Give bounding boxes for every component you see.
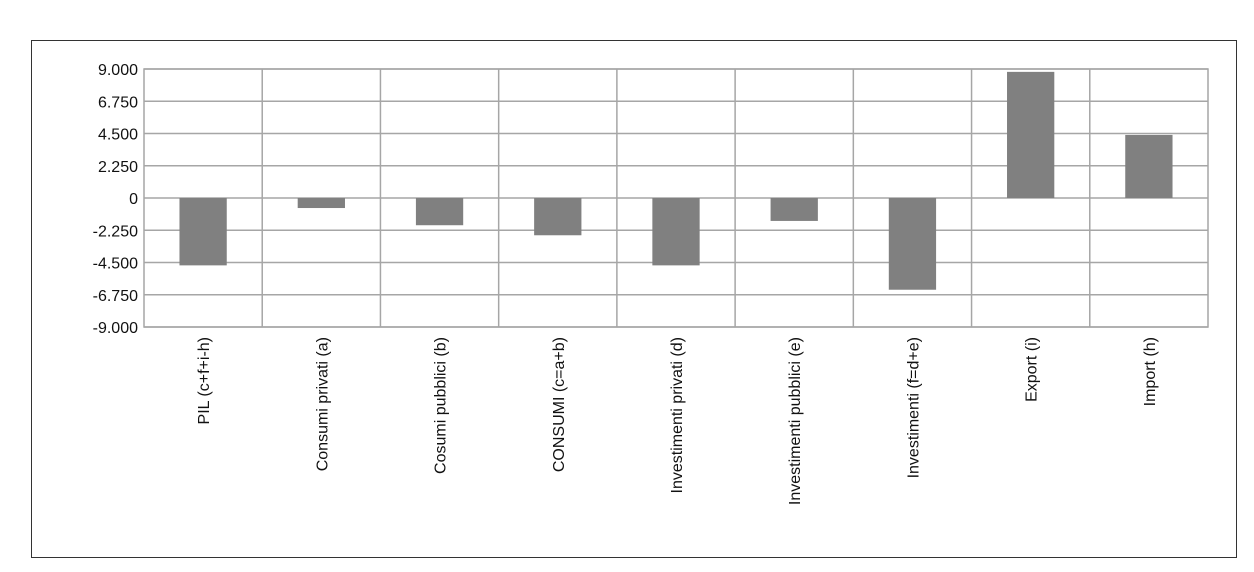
bar <box>415 198 464 226</box>
y-tick-label: -9.000 <box>93 320 138 337</box>
bar <box>1125 134 1173 198</box>
bar <box>179 198 227 266</box>
y-tick-label: 0 <box>129 191 138 208</box>
bar <box>652 198 700 266</box>
chart-frame: 9.000 6.750 4.500 2.250 0 -2.250 -4.500 -6.750 -… <box>31 40 1237 558</box>
y-tick-label: 4.500 <box>98 127 138 144</box>
y-tick-label: 6.750 <box>98 94 138 111</box>
x-category-label: Investimenti (f=d+e) <box>905 337 922 478</box>
x-category-label: PIL (c+f+i-h) <box>196 337 213 424</box>
y-axis-ticks: 9.000 6.750 4.500 2.250 0 -2.250 -4.500 -6.750 -… <box>93 62 138 337</box>
x-category-label: Cosumi pubblici (b) <box>433 337 450 474</box>
x-category-label: Export (i) <box>1024 337 1041 402</box>
y-tick-label: 9.000 <box>98 62 138 79</box>
x-category-label: Consumi privati (a) <box>314 337 331 471</box>
x-category-label: Investimenti pubblici (e) <box>787 337 804 505</box>
bars <box>179 71 1173 290</box>
y-tick-label: -2.250 <box>93 223 138 240</box>
y-tick-label: 2.250 <box>98 159 138 176</box>
y-tick-label: -6.750 <box>93 288 138 305</box>
x-category-label: Import (h) <box>1142 337 1159 406</box>
bar <box>534 198 582 236</box>
x-axis-categories: PIL (c+f+i-h) Consumi privati (a) Cosumi p… <box>196 337 1159 505</box>
bar <box>770 198 818 221</box>
bar-chart: 9.000 6.750 4.500 2.250 0 -2.250 -4.500 -6.750 -… <box>93 62 1209 505</box>
x-category-label: Investimenti privati (d) <box>669 337 686 494</box>
x-category-label: CONSUMI (c=a+b) <box>551 337 568 472</box>
bar <box>888 198 937 290</box>
y-tick-label: -4.500 <box>93 256 138 273</box>
bar <box>1007 71 1055 198</box>
bar <box>297 198 345 209</box>
